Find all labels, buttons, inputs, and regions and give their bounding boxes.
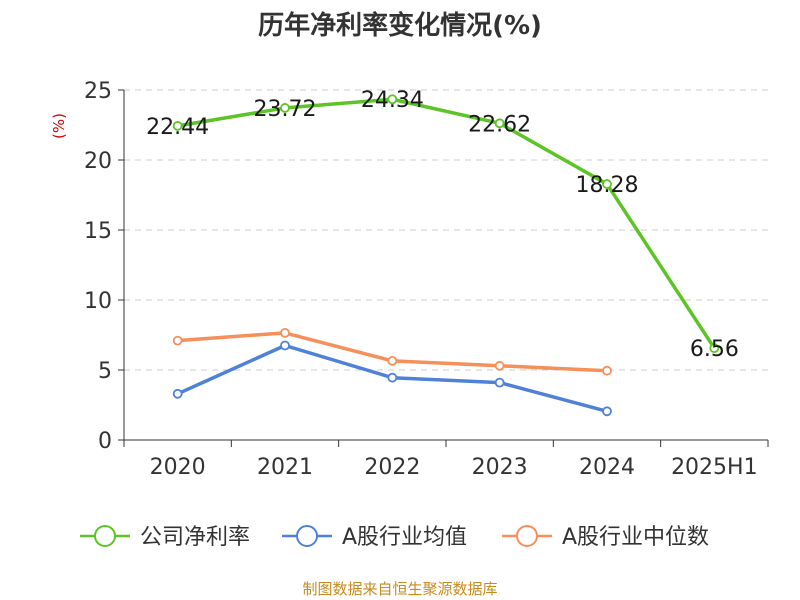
data-point xyxy=(387,355,398,366)
legend-label: A股行业均值 xyxy=(342,525,467,550)
data-point xyxy=(602,179,612,189)
data-point xyxy=(494,377,505,388)
x-tick-label: 2020 xyxy=(150,455,206,480)
data-point xyxy=(172,388,183,399)
legend-swatch-marker xyxy=(516,525,538,547)
data-label: 6.56 xyxy=(690,337,739,362)
series-lines xyxy=(172,94,720,417)
data-point xyxy=(280,327,290,338)
x-tick-label: 2021 xyxy=(257,455,313,480)
data-labels: 22.44 23.72 24.34 22.62 18.28 6.56 xyxy=(146,88,739,362)
data-label: 23.72 xyxy=(254,97,317,122)
data-point xyxy=(494,360,505,371)
data-point xyxy=(172,120,183,131)
x-tick-label: 2025H1 xyxy=(671,455,758,480)
y-axis-unit: (%) xyxy=(50,113,68,139)
data-point xyxy=(280,103,290,113)
data-point xyxy=(172,335,183,346)
data-label: 22.62 xyxy=(468,112,531,137)
y-tick-label: 20 xyxy=(84,149,112,174)
y-tick-label: 10 xyxy=(84,289,112,314)
data-point xyxy=(387,94,398,105)
data-label: 18.28 xyxy=(576,173,639,198)
series-line xyxy=(177,97,716,350)
data-point xyxy=(602,365,612,376)
y-tick-label: 5 xyxy=(98,359,112,384)
legend-item[interactable]: A股行业中位数 xyxy=(502,525,709,550)
data-point xyxy=(602,406,612,417)
data-point xyxy=(709,343,720,354)
data-point xyxy=(280,340,290,351)
grid-lines xyxy=(124,89,768,371)
legend-item[interactable]: A股行业均值 xyxy=(282,525,467,550)
chart-title: 历年净利率变化情况(%) xyxy=(258,10,542,41)
data-label: 24.34 xyxy=(361,88,424,113)
y-tick-label: 0 xyxy=(98,429,112,454)
legend-label: 公司净利率 xyxy=(140,525,250,550)
legend-item[interactable]: 公司净利率 xyxy=(80,525,250,550)
x-tick-label: 2023 xyxy=(472,455,528,480)
legend-swatch-marker xyxy=(296,525,318,547)
data-point xyxy=(494,118,505,129)
legend-swatch-marker xyxy=(94,525,116,547)
data-label: 22.44 xyxy=(146,115,209,140)
source-note: 制图数据来自恒生聚源数据库 xyxy=(302,580,497,598)
legend[interactable]: 公司净利率 A股行业均值 A股行业中位数 xyxy=(80,525,709,550)
x-tick-label: 2024 xyxy=(579,455,635,480)
y-tick-label: 25 xyxy=(84,79,112,104)
axes: 0 5 10 15 20 25 2020 2021 2022 2023 2024 2025H1 xyxy=(84,79,769,480)
legend-label: A股行业中位数 xyxy=(562,525,709,550)
y-tick-label: 15 xyxy=(84,219,112,244)
x-tick-label: 2022 xyxy=(364,455,420,480)
data-point xyxy=(387,372,398,383)
